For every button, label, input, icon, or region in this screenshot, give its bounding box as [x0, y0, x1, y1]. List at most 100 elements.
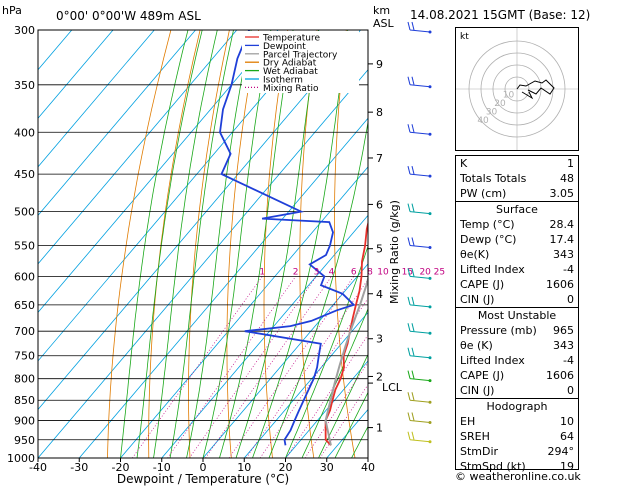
surface-label: CAPE (J): [460, 278, 505, 291]
hodograph-index-row: EH 10: [456, 414, 578, 429]
most-unstable-value: 343: [553, 339, 574, 352]
hodograph-ring-label: 10: [503, 90, 515, 100]
x-tick-label: -10: [153, 461, 171, 474]
isotherm-line: [78, 117, 368, 458]
mixing-ratio-label: 2: [293, 267, 299, 277]
hodograph-index-value: 10: [560, 415, 574, 428]
wind-barb: [407, 124, 432, 136]
surface-label: Lifted Index: [460, 263, 525, 276]
dry-adiabat-line: [401, 30, 438, 458]
km-tick-label: 7: [376, 152, 383, 165]
hodograph-index-label: SREH: [460, 430, 490, 443]
hodograph-trace: [516, 79, 555, 95]
pressure-tick-label: 1000: [7, 452, 35, 465]
index-value: 1: [567, 157, 574, 170]
legend-entry: Parcel Trajectory: [263, 50, 338, 60]
pressure-tick-label: 550: [14, 239, 35, 252]
x-tick-label: -40: [29, 461, 47, 474]
isotherm-line: [243, 311, 368, 458]
x-tick-label: -30: [70, 461, 88, 474]
km-tick-label: 4: [376, 288, 383, 301]
most-unstable-label: Pressure (mb): [460, 324, 537, 337]
parcel-trajectory-profile: [324, 274, 368, 446]
isotherm-line: [38, 69, 368, 458]
temperature-profile: [324, 220, 368, 446]
most-unstable-label: Lifted Index: [460, 354, 525, 367]
km-tick-label: 1: [376, 422, 383, 435]
most-unstable-value: 965: [553, 324, 574, 337]
isotherm-line: [202, 263, 368, 458]
surface-title: Surface: [456, 201, 578, 217]
legend-entry: Isotherm: [263, 76, 303, 86]
pressure-tick-label: 900: [14, 415, 35, 428]
pressure-tick-label: 950: [14, 434, 35, 447]
hodograph-index-value: 64: [560, 430, 574, 443]
mixing-ratio-label: 20: [419, 267, 431, 277]
km-tick-label: 5: [376, 243, 383, 256]
surface-label: Dewp (°C): [460, 233, 517, 246]
surface-value: -4: [563, 263, 574, 276]
pressure-tick-label: 600: [14, 270, 35, 283]
legend-entry: Dry Adiabat: [263, 59, 317, 69]
legend-entry: Wet Adiabat: [263, 67, 318, 77]
wind-barb: [407, 347, 432, 360]
most-unstable-row: CAPE (J) 1606: [456, 368, 578, 383]
isotherm-line: [38, 30, 196, 216]
most-unstable-label: CAPE (J): [460, 369, 505, 382]
surface-value: 1606: [546, 278, 574, 291]
mixing-ratio-label: 6: [351, 267, 357, 277]
x-tick-label: -20: [112, 461, 130, 474]
surface-value: 0: [567, 293, 574, 306]
hpa-label: hPa: [2, 4, 22, 17]
hodograph-title: Hodograph: [456, 398, 578, 414]
pressure-tick-label: 500: [14, 206, 35, 219]
lcl-label: LCL: [382, 381, 403, 394]
most-unstable-row: Pressure (mb) 965: [456, 323, 578, 338]
hodograph-ring-label: 30: [486, 107, 498, 117]
index-row: Totals Totals 48: [456, 171, 578, 186]
km-tick-label: 3: [376, 333, 383, 346]
surface-label: CIN (J): [460, 293, 495, 306]
wind-barb: [407, 392, 432, 404]
x-tick-label: 20: [279, 461, 293, 474]
x-axis-label: Dewpoint / Temperature (°C): [117, 472, 289, 486]
wet-adiabat-line: [318, 353, 368, 458]
wind-barb: [407, 203, 432, 216]
isotherm-line: [38, 30, 238, 265]
legend-entry: Mixing Ratio: [263, 84, 319, 94]
index-label: K: [460, 157, 468, 170]
hodograph-box: 10 20 30 40 kt: [455, 27, 579, 151]
location-label: 0°00' 0°00'W 489m ASL: [56, 9, 201, 23]
x-tick-label: 10: [237, 461, 251, 474]
isotherm-line: [285, 360, 368, 458]
most-unstable-value: -4: [563, 354, 574, 367]
mixing-ratio-label: 4: [329, 267, 335, 277]
hodograph-ring-label: 20: [494, 99, 506, 109]
most-unstable-title: Most Unstable: [456, 307, 578, 323]
surface-row: Dewp (°C) 17.4: [456, 232, 578, 247]
pressure-tick-label: 850: [14, 394, 35, 407]
wind-barb: [407, 237, 432, 249]
wind-barb: [407, 412, 432, 425]
km-tick-label: 6: [376, 198, 383, 211]
pressure-tick-label: 450: [14, 168, 35, 181]
km-tick-label: 8: [376, 106, 383, 119]
dry-adiabat-line: [580, 30, 629, 458]
surface-row: θe(K) 343: [456, 247, 578, 262]
surface-row: Lifted Index -4: [456, 262, 578, 277]
pressure-tick-label: 700: [14, 325, 35, 338]
isotherm-line: [38, 30, 279, 314]
index-value: 3.05: [549, 187, 575, 200]
surface-row: Temp (°C) 28.4: [456, 217, 578, 232]
hodograph-index-row: StmSpd (kt) 19: [456, 459, 578, 474]
hodograph-ring-label: 40: [477, 116, 489, 126]
hodograph-index-row: SREH 64: [456, 429, 578, 444]
surface-label: Temp (°C): [460, 218, 515, 231]
dry-adiabat-line: [609, 30, 629, 458]
wind-barb: [407, 21, 432, 34]
index-row: PW (cm) 3.05: [456, 186, 578, 201]
mixing-ratio-label: 8: [367, 267, 373, 277]
x-tick-label: 30: [320, 461, 334, 474]
wind-barb: [407, 76, 432, 89]
